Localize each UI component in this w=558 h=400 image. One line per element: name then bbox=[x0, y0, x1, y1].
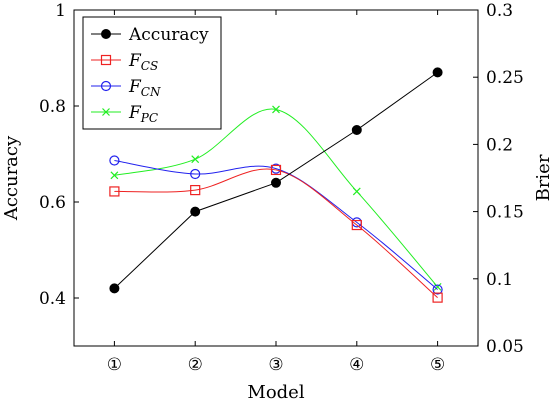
data-point-f-cn bbox=[432, 284, 443, 295]
y-right-tick-label: 0.2 bbox=[486, 135, 513, 155]
legend-marker-f-pc bbox=[102, 108, 110, 116]
y-right-tick-label: 0.25 bbox=[486, 68, 524, 88]
legend-label-f-pc: FPC bbox=[128, 103, 158, 125]
data-point-f-cn bbox=[190, 168, 201, 180]
y-right-tick-label: 0.15 bbox=[486, 203, 524, 223]
data-point-accuracy bbox=[190, 206, 201, 217]
data-point-f-cn bbox=[109, 155, 120, 166]
x-tick-label: ① bbox=[107, 355, 122, 375]
data-point-accuracy bbox=[271, 177, 281, 188]
series-line-f-cs bbox=[114, 168, 438, 298]
data-point-accuracy bbox=[351, 125, 362, 135]
x-tick-label: ⑤ bbox=[430, 355, 445, 375]
legend-label-f-cs: FCS bbox=[128, 51, 158, 73]
data-point-f-pc bbox=[191, 155, 200, 164]
legend-label-accuracy: Accuracy bbox=[128, 25, 209, 45]
data-point-f-cs bbox=[109, 186, 120, 197]
x-axis-title: Model bbox=[247, 382, 304, 400]
y-left-tick-label: 0.6 bbox=[39, 193, 66, 213]
legend-marker-f-cs bbox=[100, 54, 112, 66]
data-point-f-cs bbox=[190, 184, 201, 196]
x-tick-label: ③ bbox=[268, 355, 283, 375]
data-point-f-cs bbox=[351, 219, 362, 231]
y-right-tick-label: 0.1 bbox=[486, 270, 513, 290]
data-point-f-pc bbox=[433, 282, 442, 291]
y-left-tick-label: 1 bbox=[55, 1, 66, 21]
series-line-f-pc bbox=[114, 108, 438, 288]
series-line-f-cn bbox=[114, 160, 438, 290]
data-point-accuracy bbox=[109, 283, 120, 294]
data-point-f-cs bbox=[432, 292, 443, 303]
data-point-f-cs bbox=[270, 164, 282, 176]
y-left-tick-label: 0.8 bbox=[39, 97, 66, 117]
data-point-f-pc bbox=[110, 171, 119, 180]
data-point-f-pc bbox=[352, 187, 361, 196]
y-left-tick-label: 0.4 bbox=[39, 289, 66, 309]
data-point-f-pc bbox=[272, 105, 280, 114]
y-right-axis-title: Brier bbox=[533, 154, 554, 201]
legend-marker-f-cn bbox=[100, 80, 112, 92]
x-tick-label: ② bbox=[188, 355, 203, 375]
y-right-tick-label: 0.3 bbox=[486, 1, 513, 21]
y-right-tick-label: 0.05 bbox=[486, 337, 524, 357]
legend-marker-accuracy bbox=[101, 29, 111, 39]
data-point-accuracy bbox=[432, 67, 443, 78]
x-tick-label: ④ bbox=[349, 355, 364, 375]
y-left-axis-title: Accuracy bbox=[1, 135, 22, 221]
legend-label-f-cn: FCN bbox=[128, 77, 161, 99]
